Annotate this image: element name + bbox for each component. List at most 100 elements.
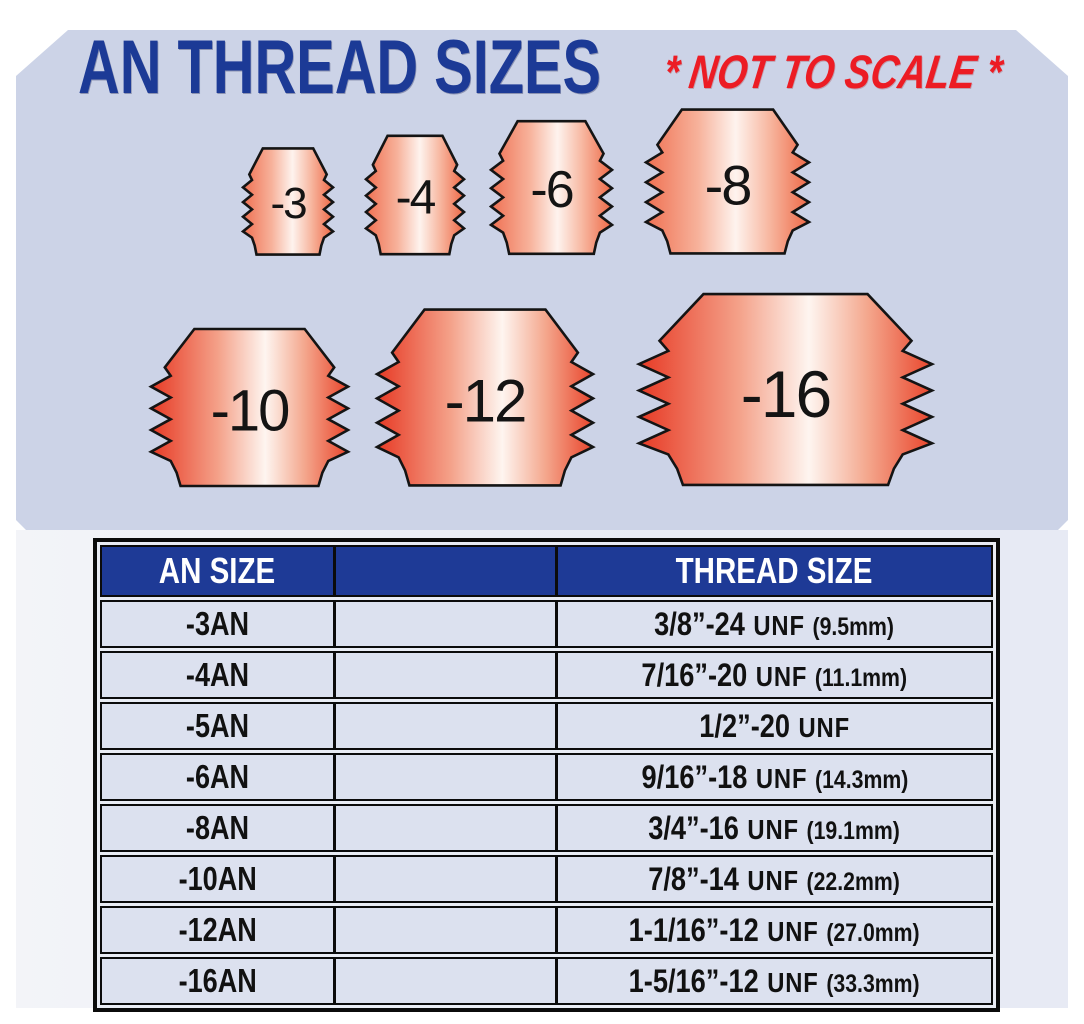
thread-fraction: 7/8”-14 <box>648 860 740 897</box>
thread-fraction: 9/16”-18 <box>641 758 747 795</box>
thread-standard: UNF <box>747 864 800 896</box>
thread-standard: UNF <box>747 813 800 845</box>
thread-standard: UNF <box>798 711 850 743</box>
thread-size-value: 3/8”-24 UNF (9.5mm) <box>655 606 895 643</box>
thread-size-cell: 7/16”-20 UNF (11.1mm) <box>558 653 991 697</box>
an-size-value: -12AN <box>178 911 257 948</box>
table-row: -3AN 3/8”-24 UNF (9.5mm) <box>100 600 993 648</box>
thread-size-cell: 1-5/16”-12 UNF (33.3mm) <box>558 959 991 1003</box>
thread-size-cell: 3/4”-16 UNF (19.1mm) <box>558 806 991 850</box>
thread-fraction: 3/4”-16 <box>648 809 740 846</box>
middle-empty-cell <box>336 857 558 901</box>
header-thread-size-label: THREAD SIZE <box>676 550 873 591</box>
an-size-cell: -6AN <box>102 755 336 799</box>
thread-mm-equivalent: (22.2mm) <box>807 867 901 896</box>
thread-fraction: 1-5/16”-12 <box>629 962 760 999</box>
middle-empty-cell <box>336 908 558 952</box>
fitting-label: -10 <box>210 378 291 444</box>
thread-standard: UNF <box>756 660 808 692</box>
thread-size-value: 1-1/16”-12 UNF (27.0mm) <box>629 912 920 949</box>
an-size-cell: -16AN <box>102 959 336 1003</box>
thread-size-cell: 9/16”-18 UNF (14.3mm) <box>558 755 991 799</box>
fitting-12: -12 <box>377 304 593 491</box>
thread-standard: UNF <box>767 915 820 947</box>
header-middle-empty <box>336 547 558 595</box>
thread-mm-equivalent: (33.3mm) <box>826 969 920 998</box>
an-size-value: -10AN <box>178 860 257 897</box>
thread-size-value: 7/16”-20 UNF (11.1mm) <box>642 657 908 694</box>
middle-empty-cell <box>336 602 558 646</box>
thread-size-cell: 7/8”-14 UNF (22.2mm) <box>558 857 991 901</box>
table-row: -10AN 7/8”-14 UNF (22.2mm) <box>100 855 993 903</box>
an-size-value: -6AN <box>185 758 250 795</box>
fitting-label: -4 <box>395 171 437 225</box>
fitting-shape <box>639 288 932 491</box>
fitting-label: -3 <box>270 178 307 228</box>
fitting-3: -3 <box>243 145 333 258</box>
an-size-cell: -10AN <box>102 857 336 901</box>
middle-empty-cell <box>336 959 558 1003</box>
thread-fraction: 1/2”-20 <box>699 707 790 744</box>
header-an-size: AN SIZE <box>102 547 336 595</box>
thread-standard: UNF <box>755 762 807 794</box>
middle-empty-cell <box>336 704 558 748</box>
an-size-cell: -3AN <box>102 602 336 646</box>
an-size-value: -16AN <box>178 962 257 999</box>
an-size-value: -8AN <box>185 809 250 846</box>
table-row: -8AN 3/4”-16 UNF (19.1mm) <box>100 804 993 852</box>
fitting-shape <box>243 145 333 258</box>
fitting-label: -6 <box>530 161 574 220</box>
thread-size-value: 1/2”-20 UNF <box>699 708 850 745</box>
thread-mm-equivalent: (9.5mm) <box>812 612 895 641</box>
thread-size-cell: 1-1/16”-12 UNF (27.0mm) <box>558 908 991 952</box>
an-size-cell: -12AN <box>102 908 336 952</box>
header-an-size-label: AN SIZE <box>159 550 276 591</box>
thread-mm-equivalent: (11.1mm) <box>815 663 908 692</box>
thread-standard: UNF <box>767 966 820 998</box>
thread-fraction: 3/8”-24 <box>654 605 746 642</box>
thread-size-cell: 1/2”-20 UNF <box>558 704 991 748</box>
thread-size-value: 1-5/16”-12 UNF (33.3mm) <box>629 963 920 1000</box>
thread-size-value: 7/8”-14 UNF (22.2mm) <box>649 861 901 898</box>
fitting-shape <box>646 105 809 258</box>
fitting-shape <box>377 304 593 491</box>
thread-size-value: 9/16”-18 UNF (14.3mm) <box>641 759 908 796</box>
thread-fraction: 7/16”-20 <box>641 656 748 693</box>
table-row: -6AN 9/16”-18 UNF (14.3mm) <box>100 753 993 801</box>
an-size-cell: -8AN <box>102 806 336 850</box>
header-thread-size: THREAD SIZE <box>558 547 991 595</box>
table-row: -5AN 1/2”-20 UNF <box>100 702 993 750</box>
page-title: AN THREAD SIZES <box>78 25 602 110</box>
middle-empty-cell <box>336 653 558 697</box>
thread-standard: UNF <box>753 609 806 641</box>
table-row: -4AN 7/16”-20 UNF (11.1mm) <box>100 651 993 699</box>
middle-empty-cell <box>336 806 558 850</box>
thread-mm-equivalent: (19.1mm) <box>807 816 901 845</box>
fitting-label: -12 <box>444 367 528 435</box>
thread-mm-equivalent: (27.0mm) <box>826 918 920 947</box>
middle-empty-cell <box>336 755 558 799</box>
an-size-cell: -5AN <box>102 704 336 748</box>
fitting-label: -16 <box>740 356 832 431</box>
fitting-shape <box>151 324 348 491</box>
fitting-8: -8 <box>646 105 809 258</box>
thread-size-value: 3/4”-16 UNF (19.1mm) <box>649 810 901 847</box>
fitting-shape <box>491 117 612 258</box>
an-size-cell: -4AN <box>102 653 336 697</box>
fitting-16: -16 <box>639 288 932 491</box>
fitting-6: -6 <box>491 117 612 258</box>
thread-size-cell: 3/8”-24 UNF (9.5mm) <box>558 602 991 646</box>
fitting-10: -10 <box>151 324 348 491</box>
table-row: -12AN 1-1/16”-12 UNF (27.0mm) <box>100 906 993 954</box>
fitting-label: -8 <box>704 153 753 217</box>
thread-mm-equivalent: (14.3mm) <box>814 765 908 794</box>
table-row: -16AN 1-5/16”-12 UNF (33.3mm) <box>100 957 993 1005</box>
not-to-scale-note: * NOT TO SCALE * <box>660 45 1006 98</box>
thread-fraction: 1-1/16”-12 <box>629 911 760 948</box>
table-header-row: AN SIZE THREAD SIZE <box>100 545 993 597</box>
thread-size-table: AN SIZE THREAD SIZE -3AN 3/8”-24 UNF (9.… <box>93 538 1000 1012</box>
an-size-value: -4AN <box>185 656 250 693</box>
fitting-shape <box>366 132 464 258</box>
an-size-value: -5AN <box>185 707 250 744</box>
